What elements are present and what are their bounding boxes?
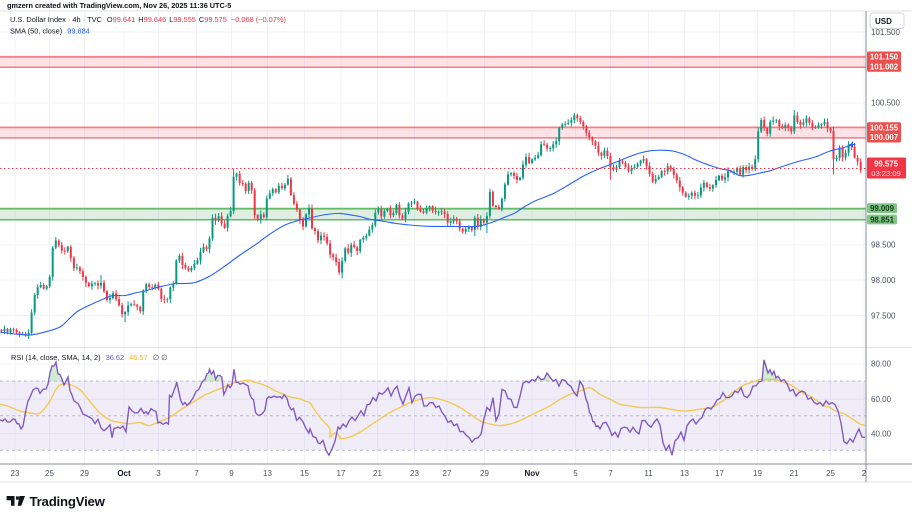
svg-text:21: 21 — [373, 469, 382, 478]
svg-text:gmzern created with TradingVie: gmzern created with TradingView.com, Nov… — [7, 1, 231, 10]
svg-text:99.009: 99.009 — [870, 204, 895, 213]
svg-text:40.00: 40.00 — [871, 429, 892, 438]
svg-text:11: 11 — [644, 469, 653, 478]
svg-text:98.851: 98.851 — [870, 216, 895, 225]
svg-text:23: 23 — [11, 469, 20, 478]
svg-text:SMA (50, close) 99.884: SMA (50, close) 99.884 — [10, 27, 90, 36]
svg-text:100.155: 100.155 — [870, 123, 899, 132]
svg-text:RSI (14, close, SMA, 14, 2) 36: RSI (14, close, SMA, 14, 2) 36.62 46.57 ∅ … — [11, 353, 168, 362]
svg-text:17: 17 — [337, 469, 346, 478]
svg-text:5: 5 — [573, 469, 578, 478]
svg-text:23: 23 — [410, 469, 419, 478]
svg-text:3: 3 — [156, 469, 161, 478]
svg-text:97.500: 97.500 — [871, 311, 896, 320]
svg-text:9: 9 — [229, 469, 234, 478]
svg-text:21: 21 — [790, 469, 799, 478]
svg-text:100.007: 100.007 — [870, 133, 898, 142]
svg-text:13: 13 — [680, 469, 689, 478]
svg-text:29: 29 — [480, 469, 489, 478]
svg-text:98.500: 98.500 — [871, 241, 896, 250]
svg-text:25: 25 — [45, 469, 54, 478]
svg-text:60.00: 60.00 — [871, 395, 892, 404]
svg-text:19: 19 — [753, 469, 762, 478]
svg-text:7: 7 — [608, 469, 613, 478]
svg-text:101.500: 101.500 — [871, 28, 900, 37]
svg-text:Nov: Nov — [524, 469, 540, 478]
svg-text:29: 29 — [80, 469, 89, 478]
svg-text:100.500: 100.500 — [871, 99, 900, 108]
svg-text:17: 17 — [715, 469, 724, 478]
svg-text:101.002: 101.002 — [870, 63, 899, 72]
svg-text:13: 13 — [263, 469, 272, 478]
svg-text:98.000: 98.000 — [871, 276, 896, 285]
svg-text:2: 2 — [862, 469, 867, 478]
svg-text:Oct: Oct — [117, 469, 131, 478]
svg-text:15: 15 — [300, 469, 309, 478]
svg-text:03:23:09: 03:23:09 — [871, 169, 901, 178]
svg-text:99.575: 99.575 — [874, 159, 899, 168]
svg-text:80.00: 80.00 — [871, 360, 892, 369]
svg-text:USD: USD — [875, 17, 892, 26]
svg-text:7: 7 — [194, 469, 199, 478]
svg-text:TradingView: TradingView — [30, 494, 106, 509]
svg-text:27: 27 — [443, 469, 452, 478]
svg-text:25: 25 — [826, 469, 835, 478]
svg-text:101.150: 101.150 — [870, 53, 899, 62]
